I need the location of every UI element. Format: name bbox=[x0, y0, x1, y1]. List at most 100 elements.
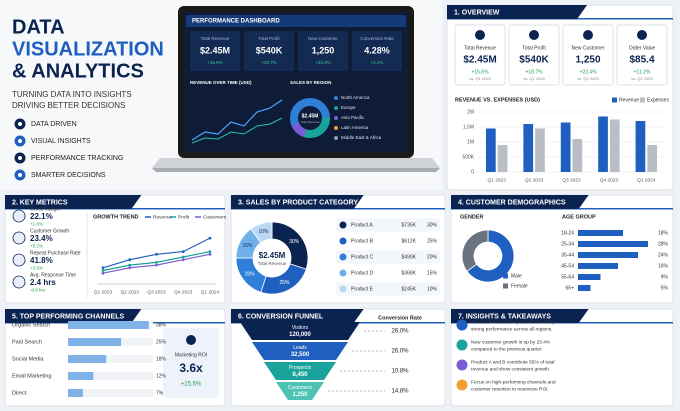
bar bbox=[578, 230, 623, 236]
chart-title: AGE GROUP bbox=[562, 214, 596, 220]
legend-label: Female bbox=[511, 283, 528, 289]
bar-value-label: 25% bbox=[156, 339, 167, 345]
funnel-rate-title: Conversion Rate bbox=[378, 315, 422, 321]
bar-value-label: 9% bbox=[661, 274, 669, 280]
screen-legend-label: Asia Pacific bbox=[341, 115, 365, 120]
panel-title: 2. KEY METRICS bbox=[12, 199, 68, 206]
laptop-foot bbox=[152, 168, 440, 172]
kpi-value: $2.45M bbox=[463, 55, 496, 66]
bar bbox=[68, 389, 83, 397]
metric-value: 22.1% bbox=[30, 212, 53, 221]
insight-text: customer retention to maximize ROI. bbox=[471, 386, 549, 392]
table-row bbox=[336, 234, 440, 248]
funnel-stage bbox=[252, 342, 348, 360]
bar bbox=[635, 121, 646, 172]
bar bbox=[578, 252, 638, 258]
bar-category: 55-64 bbox=[561, 274, 574, 280]
legend-swatch bbox=[612, 97, 617, 103]
insight-text: strong performance across all regions. bbox=[471, 326, 553, 332]
legend-label: Product E bbox=[351, 286, 374, 292]
kpi-change: +23.4% bbox=[579, 69, 597, 75]
bar bbox=[68, 338, 122, 346]
amount-label: $368K bbox=[402, 270, 417, 276]
metric-change: +3.6% bbox=[30, 266, 43, 271]
point bbox=[181, 250, 185, 254]
bar bbox=[578, 241, 648, 247]
roi-change: +15.5% bbox=[181, 382, 202, 388]
screen-kpi-value: 1,250 bbox=[312, 45, 335, 55]
legend-label: Male bbox=[511, 273, 522, 279]
kpi-change: +18.7% bbox=[525, 69, 543, 75]
screen-kpi-change: +18.7% bbox=[261, 60, 276, 65]
kpi-label: Total Profit bbox=[522, 45, 546, 51]
funnel-stage-name: Customers bbox=[288, 385, 313, 391]
metric-icon bbox=[12, 231, 26, 245]
feature-label: SMARTER DECISIONS bbox=[31, 172, 106, 179]
legend-swatch bbox=[339, 237, 347, 245]
x-tick-label: Q2 2023 bbox=[121, 289, 140, 295]
chart-title: GENDER bbox=[460, 214, 484, 220]
point bbox=[101, 266, 105, 270]
kpi-card bbox=[616, 24, 668, 86]
kpi-note: vs. Q1 2023 bbox=[469, 76, 491, 81]
panel-title: 4. CUSTOMER DEMOGRAPHICS bbox=[458, 199, 566, 206]
funnel-stage-name: Prospects bbox=[289, 365, 312, 371]
bar-category: Direct bbox=[12, 390, 27, 396]
metric-icon bbox=[12, 275, 26, 289]
bar-category: Paid Search bbox=[12, 339, 42, 345]
roi-icon bbox=[186, 335, 196, 345]
funnel-stage-name: Visitors bbox=[292, 325, 309, 331]
screen-kpi-value: $540K bbox=[256, 45, 283, 55]
bar-category: 45-54 bbox=[561, 263, 574, 269]
insight-text: New customer growth is up by 23.4% bbox=[471, 339, 551, 345]
bar bbox=[68, 355, 107, 363]
pie-value-label: 20% bbox=[245, 271, 256, 277]
bar bbox=[572, 139, 583, 172]
roi-value: 3.6x bbox=[179, 361, 203, 375]
pie-segment bbox=[250, 221, 273, 244]
screen-kpi-card bbox=[298, 31, 348, 71]
bar-value-label: 16% bbox=[658, 263, 669, 269]
bar-value-label: 12% bbox=[156, 373, 167, 379]
pie-value-label: 30% bbox=[289, 239, 300, 245]
bar-track bbox=[68, 355, 153, 363]
panel-header bbox=[231, 309, 364, 323]
point bbox=[208, 252, 212, 256]
screen-kpi-card bbox=[190, 31, 240, 71]
bar bbox=[560, 122, 571, 172]
metric-label: Customer Growth bbox=[30, 228, 69, 234]
metric-icon bbox=[12, 209, 26, 223]
panel bbox=[450, 194, 674, 304]
kpi-value: $85.4 bbox=[629, 55, 654, 66]
bar-value-label: 28% bbox=[658, 241, 669, 247]
bar bbox=[598, 116, 608, 172]
panel-title: 1. OVERVIEW bbox=[454, 9, 500, 16]
kpi-icon bbox=[475, 30, 485, 40]
bar bbox=[578, 285, 591, 291]
point bbox=[181, 258, 185, 262]
feature-icon-glyph bbox=[18, 173, 22, 177]
bar bbox=[609, 119, 620, 172]
panel-header bbox=[451, 309, 589, 323]
bar-category: Social Media bbox=[12, 356, 44, 362]
metric-label: Repeat Purchase Rate bbox=[30, 250, 81, 256]
bar-category: 18-24 bbox=[561, 230, 574, 236]
pie-segment bbox=[461, 229, 489, 272]
y-tick-label: 2M bbox=[467, 109, 474, 115]
insight-icon bbox=[456, 339, 468, 351]
legend-swatch bbox=[339, 221, 347, 229]
panel-title: 5. TOP PERFORMING CHANNELS bbox=[12, 313, 124, 320]
screen-chart-title: SALES BY REGION bbox=[290, 80, 331, 85]
screen-legend-dot bbox=[334, 116, 338, 120]
legend-label: Revenue bbox=[619, 97, 639, 103]
kpi-card bbox=[562, 24, 614, 86]
amount-label: $612K bbox=[402, 238, 417, 244]
bar-category: Organic Search bbox=[12, 322, 50, 328]
insight-icon bbox=[456, 379, 468, 391]
pie-segment bbox=[466, 229, 515, 283]
point bbox=[208, 250, 212, 254]
funnel-stage-name: Leads bbox=[293, 345, 307, 351]
screen-line-decoration bbox=[191, 117, 283, 144]
x-tick-label: Q2 2023 bbox=[525, 177, 544, 183]
screen-legend-label: Europe bbox=[341, 105, 356, 110]
